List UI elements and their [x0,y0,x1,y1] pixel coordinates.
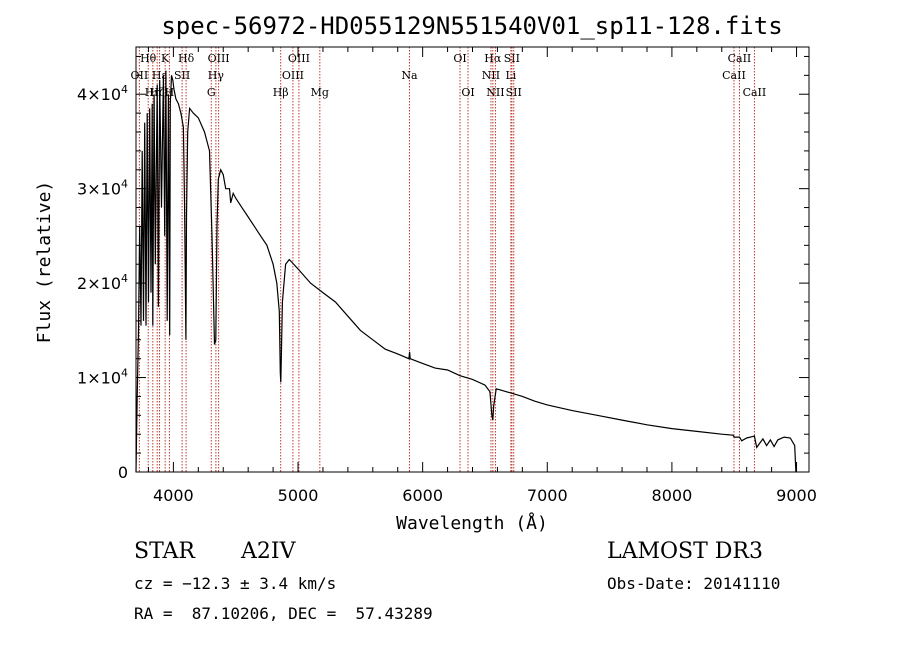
redshift-velocity: cz = −12.3 ± 3.4 km/s [134,574,337,593]
x-axis-label: Wavelength (Å) [396,512,548,534]
x-tick-label-0: 4000 [153,486,194,505]
x-tick-label-1: 5000 [278,486,319,505]
marker-label-23: NII [486,86,504,99]
marker-label-0: Hθ [140,52,157,65]
x-tick-labels: 4000 5000 6000 7000 8000 9000 [153,486,817,505]
marker-label-3: K [161,52,170,65]
marker-label-22: Li [505,69,516,82]
object-type: STAR [134,539,195,564]
x-tick-label-5: 9000 [776,486,817,505]
y-tick-labels: 0 1×104 2×104 3×104 4×104 [77,83,128,482]
x-tick-label-2: 6000 [402,486,443,505]
marker-label-18: OI [461,86,474,99]
marker-label-9: OIII [208,52,230,65]
marker-label-25: CaII [728,52,752,65]
marker-label-10: Hγ [208,69,225,82]
x-tick-label-3: 7000 [527,486,568,505]
marker-label-13: OIII [282,69,304,82]
sky-coordinates: RA = 87.10206, DEC = 57.43289 [134,604,433,623]
marker-label-7: SII [174,69,190,82]
y-tick-label-1: 1×104 [77,367,128,388]
marker-label-21: NII [482,69,500,82]
marker-label-24: SII [506,86,522,99]
marker-label-26: CaII [722,69,746,82]
marker-label-20: SII [504,52,520,65]
marker-label-15: Mg [311,86,329,99]
plot-frame [135,46,810,473]
x-tick-label-4: 8000 [652,486,693,505]
marker-label-16: Na [401,69,418,82]
marker-label-4: Hε [152,69,168,82]
marker-label-14: Hβ [273,86,289,99]
marker-label-11: G [207,86,216,99]
y-tick-label-2: 2×104 [77,272,128,293]
axis-ticks [136,47,809,473]
survey-name: LAMOST DR3 [607,539,763,564]
spectral-subclass: A2IV [241,539,296,564]
spectrum-line [135,70,797,473]
y-tick-label-3: 3×104 [77,178,128,199]
observation-date: Obs-Date: 20141110 [607,574,781,593]
marker-label-19: Hα [484,52,502,65]
marker-label-12: OIII [288,52,310,65]
y-tick-label-0: 0 [118,463,128,482]
marker-label-8: H [165,86,175,99]
marker-label-27: CaII [743,86,767,99]
marker-label-6: Hδ [178,52,195,65]
chart-title: spec-56972-HD055129N551540V01_sp11-128.f… [161,12,782,40]
marker-label-17: OI [453,52,466,65]
y-axis-label: Flux (relative) [34,181,55,344]
y-tick-label-4: 4×104 [77,83,128,104]
